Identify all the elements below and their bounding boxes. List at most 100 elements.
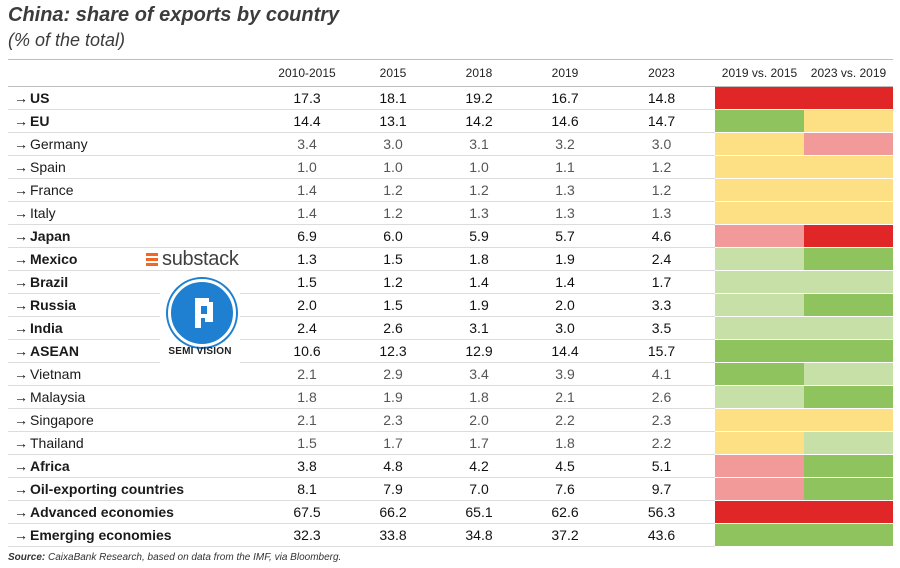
value-cell: 1.4 (436, 270, 522, 294)
value-cell: 2.6 (608, 385, 715, 409)
heat-cell-2023-vs-2019 (804, 431, 893, 455)
value-cell: 1.9 (522, 247, 608, 271)
heat-cell-2023-vs-2019 (804, 224, 893, 248)
value-cell: 34.8 (436, 523, 522, 547)
arrow-icon: → (14, 366, 28, 382)
heat-cell-2019-vs-2015 (715, 339, 804, 363)
table-row: → ASEAN 10.6 12.3 12.9 14.4 15.7 (8, 339, 893, 363)
column-header: 2023 (608, 59, 715, 87)
table-row: → EU 14.4 13.1 14.2 14.6 14.7 (8, 109, 893, 133)
value-cell: 1.7 (608, 270, 715, 294)
arrow-icon: → (14, 90, 28, 106)
value-cell: 2.4 (264, 316, 350, 340)
arrow-icon: → (14, 274, 28, 290)
source-label: Source: (8, 552, 46, 563)
heat-cell-2019-vs-2015 (715, 477, 804, 501)
value-cell: 3.1 (436, 316, 522, 340)
value-cell: 2.0 (436, 408, 522, 432)
value-cell: 43.6 (608, 523, 715, 547)
column-header: 2018 (436, 59, 522, 87)
row-label: → Oil-exporting countries (8, 477, 264, 501)
value-cell: 7.0 (436, 477, 522, 501)
row-label: → Advanced economies (8, 500, 264, 524)
column-header: 2019 vs. 2015 (715, 59, 804, 87)
table-row: → Emerging economies 32.3 33.8 34.8 37.2 43.6 (8, 523, 893, 547)
value-cell: 14.4 (264, 109, 350, 133)
arrow-icon: → (14, 458, 28, 474)
arrow-icon: → (14, 343, 28, 359)
value-cell: 7.9 (350, 477, 436, 501)
value-cell: 1.4 (522, 270, 608, 294)
row-name: ASEAN (30, 343, 80, 359)
heat-cell-2023-vs-2019 (804, 247, 893, 271)
value-cell: 1.3 (522, 201, 608, 225)
table-row: → Spain 1.0 1.0 1.0 1.1 1.2 (8, 155, 893, 179)
heat-cell-2023-vs-2019 (804, 339, 893, 363)
substack-logo-icon (146, 252, 158, 266)
row-label: → Malaysia (8, 385, 264, 409)
value-cell: 3.9 (522, 362, 608, 386)
heat-cell-2023-vs-2019 (804, 477, 893, 501)
heat-cell-2019-vs-2015 (715, 270, 804, 294)
column-header: 2010-2015 (264, 59, 350, 87)
value-cell: 10.6 (264, 339, 350, 363)
row-name: France (30, 182, 74, 198)
arrow-icon: → (14, 481, 28, 497)
value-cell: 5.1 (608, 454, 715, 478)
heat-cell-2023-vs-2019 (804, 155, 893, 179)
value-cell: 1.4 (264, 178, 350, 202)
table-row: → Vietnam 2.1 2.9 3.4 3.9 4.1 (8, 362, 893, 386)
heat-cell-2019-vs-2015 (715, 385, 804, 409)
heat-cell-2023-vs-2019 (804, 500, 893, 524)
heat-cell-2019-vs-2015 (715, 109, 804, 133)
heat-cell-2019-vs-2015 (715, 178, 804, 202)
value-cell: 1.5 (350, 247, 436, 271)
value-cell: 16.7 (522, 86, 608, 110)
value-cell: 15.7 (608, 339, 715, 363)
table-row: → Malaysia 1.8 1.9 1.8 2.1 2.6 (8, 385, 893, 409)
arrow-icon: → (14, 136, 28, 152)
value-cell: 3.4 (264, 132, 350, 156)
table-row: → Italy 1.4 1.2 1.3 1.3 1.3 (8, 201, 893, 225)
arrow-icon: → (14, 504, 28, 520)
heat-cell-2023-vs-2019 (804, 109, 893, 133)
arrow-icon: → (14, 228, 28, 244)
row-label: → US (8, 86, 264, 110)
value-cell: 1.5 (350, 293, 436, 317)
value-cell: 1.2 (436, 178, 522, 202)
table-row: → India 2.4 2.6 3.1 3.0 3.5 (8, 316, 893, 340)
column-header: 2019 (522, 59, 608, 87)
value-cell: 1.2 (350, 178, 436, 202)
semivision-watermark: SEMI VISION (160, 275, 240, 363)
value-cell: 1.5 (264, 270, 350, 294)
value-cell: 1.2 (608, 178, 715, 202)
column-header: 2023 vs. 2019 (804, 59, 893, 87)
value-cell: 66.2 (350, 500, 436, 524)
table-row: → Germany 3.4 3.0 3.1 3.2 3.0 (8, 132, 893, 156)
row-label: → Emerging economies (8, 523, 264, 547)
heat-cell-2023-vs-2019 (804, 454, 893, 478)
value-cell: 1.1 (522, 155, 608, 179)
heat-cell-2023-vs-2019 (804, 178, 893, 202)
table-row: → Brazil 1.5 1.2 1.4 1.4 1.7 (8, 270, 893, 294)
row-name: India (30, 320, 63, 336)
row-label: → Vietnam (8, 362, 264, 386)
value-cell: 2.2 (608, 431, 715, 455)
arrow-icon: → (14, 251, 28, 267)
table-row: → Singapore 2.1 2.3 2.0 2.2 2.3 (8, 408, 893, 432)
value-cell: 14.2 (436, 109, 522, 133)
value-cell: 13.1 (350, 109, 436, 133)
table-row: → Japan 6.9 6.0 5.9 5.7 4.6 (8, 224, 893, 248)
row-name: Advanced economies (30, 504, 174, 520)
table-row: → France 1.4 1.2 1.2 1.3 1.2 (8, 178, 893, 202)
table-row: → Oil-exporting countries 8.1 7.9 7.0 7.6 9.7 (8, 477, 893, 501)
value-cell: 1.0 (436, 155, 522, 179)
heat-cell-2019-vs-2015 (715, 523, 804, 547)
value-cell: 19.2 (436, 86, 522, 110)
value-cell: 37.2 (522, 523, 608, 547)
value-cell: 2.1 (264, 362, 350, 386)
table-row: → Russia 2.0 1.5 1.9 2.0 3.3 (8, 293, 893, 317)
heat-cell-2019-vs-2015 (715, 316, 804, 340)
source-note: Source: CaixaBank Research, based on dat… (8, 552, 341, 563)
value-cell: 1.8 (436, 385, 522, 409)
